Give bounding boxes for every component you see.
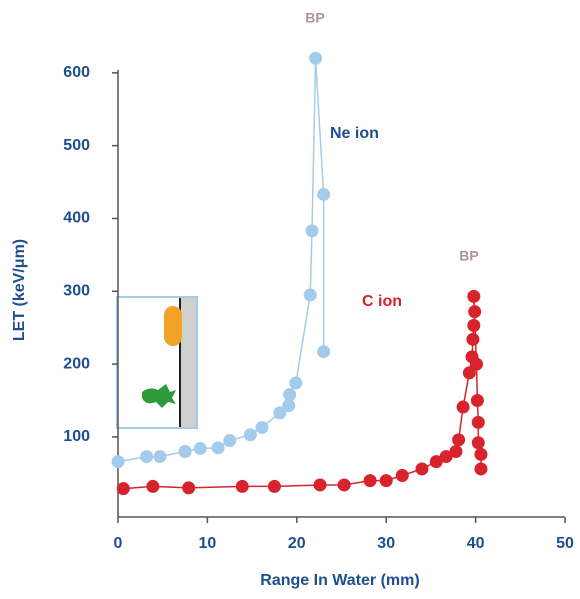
data-point: [415, 462, 429, 476]
data-point: [474, 447, 488, 461]
data-point: [466, 332, 480, 346]
data-point: [255, 420, 269, 434]
data-point: [429, 455, 443, 469]
data-point: [337, 478, 351, 492]
data-point: [395, 468, 409, 482]
data-point: [467, 289, 481, 303]
data-point: [111, 455, 125, 469]
data-point: [471, 415, 485, 429]
data-point: [140, 450, 154, 464]
data-point: [193, 442, 207, 456]
data-point: [235, 479, 249, 493]
data-point: [468, 305, 482, 319]
data-point: [470, 394, 484, 407]
data-point: [452, 433, 466, 447]
annotation: BP: [459, 248, 478, 264]
x-axis-label: Range In Water (mm): [260, 572, 419, 589]
data-point: [462, 366, 476, 380]
data-point: [449, 444, 463, 458]
data-point: [289, 376, 303, 390]
data-point: [146, 479, 160, 493]
data-point: [116, 482, 130, 496]
data-point: [467, 319, 481, 333]
data-point: [305, 224, 319, 238]
inset-diagram: [116, 296, 198, 429]
y-axis-label: LET (keV/μm): [11, 239, 28, 341]
x-tick-label: 10: [199, 535, 217, 552]
data-point: [273, 406, 287, 420]
data-point: [456, 400, 470, 414]
data-point: [153, 450, 167, 464]
data-point: [363, 474, 377, 488]
x-tick-label: 0: [114, 535, 123, 552]
x-tick-label: 40: [467, 535, 485, 552]
y-tick-label: 500: [63, 137, 90, 154]
data-point: [317, 345, 331, 359]
x-tick-label: 30: [377, 535, 395, 552]
data-point: [243, 428, 257, 442]
data-point: [317, 187, 331, 201]
y-tick-label: 100: [63, 428, 90, 445]
data-point: [267, 479, 281, 493]
data-point: [178, 444, 192, 458]
data-point: [223, 434, 237, 448]
y-tick-label: 300: [63, 283, 90, 300]
data-point: [474, 462, 488, 476]
data-point: [303, 288, 317, 302]
x-tick-label: 20: [288, 535, 306, 552]
data-point: [471, 436, 485, 450]
data-point: [313, 478, 327, 492]
data-point: [211, 441, 225, 455]
data-point: [309, 51, 323, 65]
data-point: [379, 474, 393, 488]
data-point: [282, 399, 296, 413]
data-point: [439, 450, 453, 464]
data-point: [182, 481, 196, 495]
y-tick-label: 600: [63, 64, 90, 81]
data-point: [283, 388, 297, 402]
annotation: BP: [305, 10, 324, 26]
x-tick-label: 50: [556, 535, 574, 552]
y-tick-label: 200: [63, 355, 90, 372]
series-label: C ion: [362, 293, 402, 310]
y-tick-label: 400: [63, 210, 90, 227]
series-label: Ne ion: [330, 125, 379, 142]
data-point: [469, 357, 483, 371]
